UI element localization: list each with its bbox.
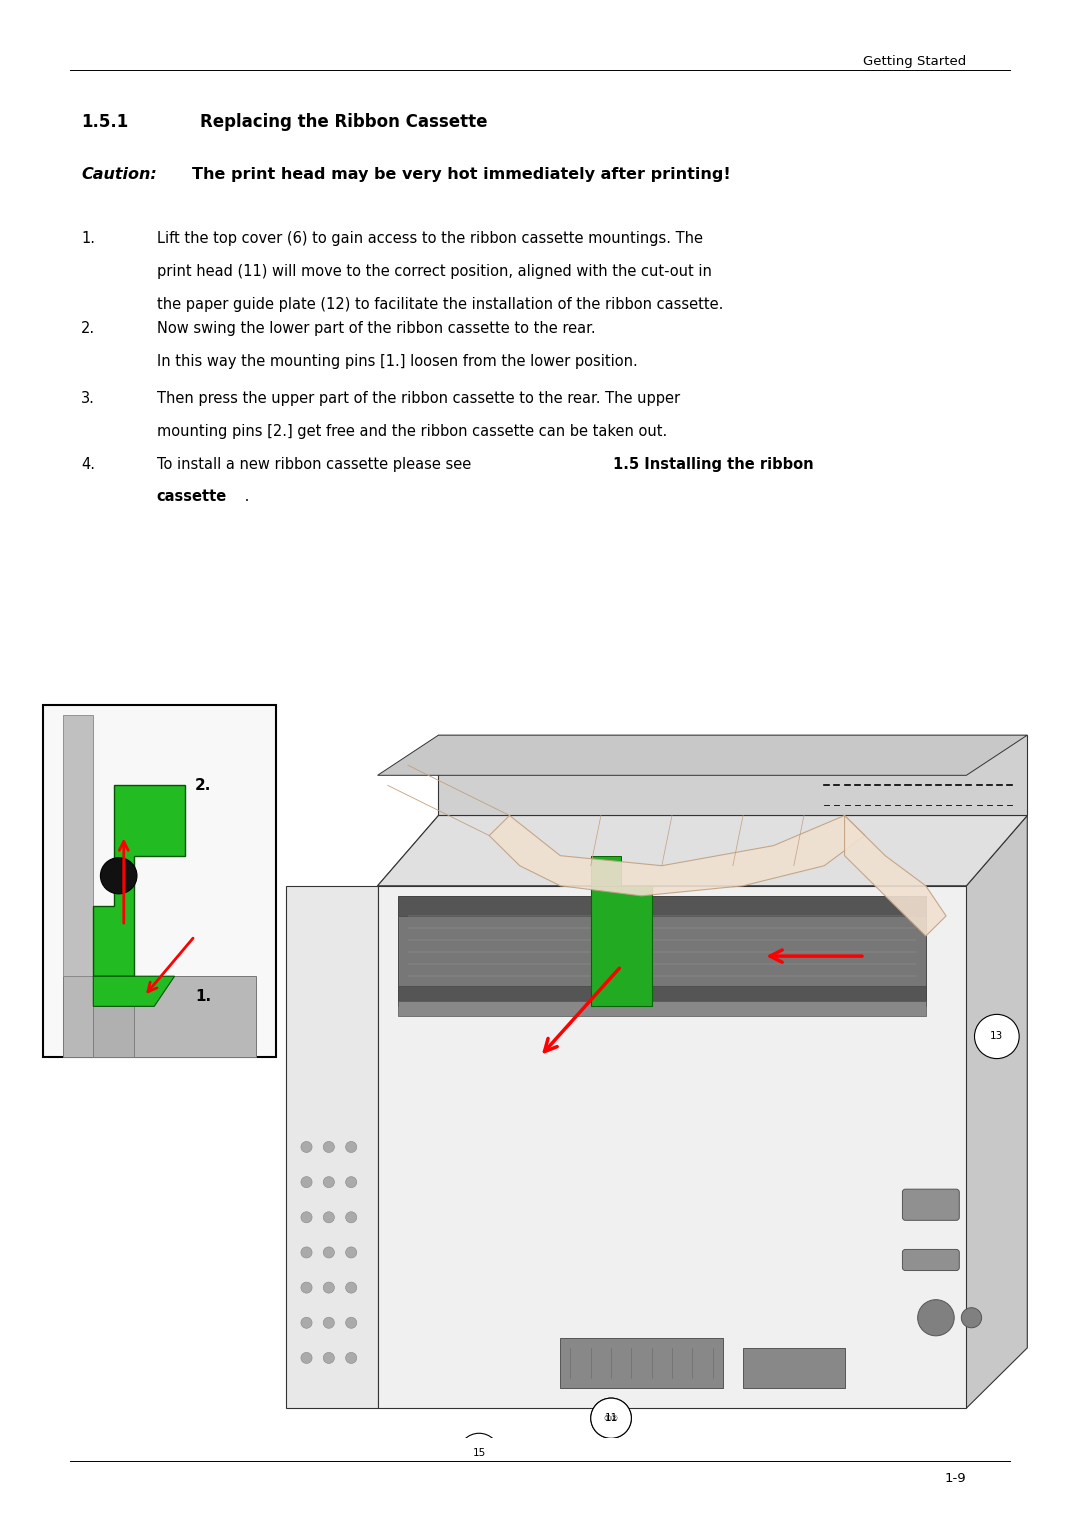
Text: 3.: 3.: [81, 391, 95, 406]
Text: mounting pins [2.] get free and the ribbon cassette can be taken out.: mounting pins [2.] get free and the ribb…: [157, 423, 666, 438]
Text: Then press the upper part of the ribbon cassette to the rear. The upper: Then press the upper part of the ribbon …: [157, 391, 679, 406]
Text: 2.: 2.: [81, 321, 95, 336]
Text: To install a new ribbon cassette please see: To install a new ribbon cassette please …: [157, 457, 475, 472]
Text: print head (11) will move to the correct position, aligned with the cut-out in: print head (11) will move to the correct…: [157, 263, 712, 279]
Text: The print head may be very hot immediately after printing!: The print head may be very hot immediate…: [192, 167, 731, 183]
Text: .: .: [240, 489, 249, 504]
Text: 4.: 4.: [81, 457, 95, 472]
Text: 1.5.1: 1.5.1: [81, 113, 129, 131]
Text: the paper guide plate (12) to facilitate the installation of the ribbon cassette: the paper guide plate (12) to facilitate…: [157, 297, 723, 312]
Text: Getting Started: Getting Started: [863, 55, 967, 68]
Text: 1.: 1.: [81, 231, 95, 247]
Text: Lift the top cover (6) to gain access to the ribbon cassette mountings. The: Lift the top cover (6) to gain access to…: [157, 231, 703, 247]
Text: In this way the mounting pins [1.] loosen from the lower position.: In this way the mounting pins [1.] loose…: [157, 353, 637, 368]
Text: Caution:: Caution:: [81, 167, 157, 183]
Text: Replacing the Ribbon Cassette: Replacing the Ribbon Cassette: [200, 113, 487, 131]
Text: 1.5 Installing the ribbon: 1.5 Installing the ribbon: [613, 457, 814, 472]
Text: cassette: cassette: [157, 489, 227, 504]
Text: Now swing the lower part of the ribbon cassette to the rear.: Now swing the lower part of the ribbon c…: [157, 321, 595, 336]
Text: 1-9: 1-9: [945, 1472, 967, 1485]
